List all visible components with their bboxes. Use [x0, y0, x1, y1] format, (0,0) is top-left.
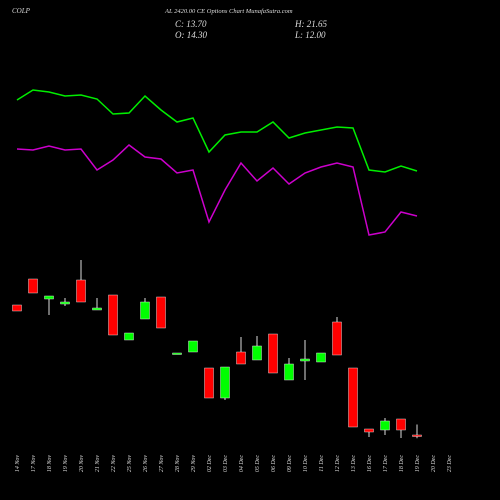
x-tick-label: 28 Nov — [175, 455, 181, 473]
candle-body — [300, 358, 310, 362]
x-tick-label: 06 Dec — [271, 455, 277, 472]
candle-body — [28, 278, 38, 294]
candle-body — [268, 333, 278, 374]
x-tick-label: 26 Nov — [143, 455, 149, 473]
x-tick-label: 11 Dec — [319, 455, 325, 472]
candle-body — [412, 434, 422, 437]
candle-body — [348, 367, 358, 428]
x-tick-label: 20 Dec — [431, 455, 437, 472]
x-tick-label: 10 Dec — [303, 455, 309, 472]
candle-body — [204, 367, 214, 399]
low-readout: L: 12.00 — [294, 30, 326, 40]
x-tick-label: 12 Dec — [335, 455, 341, 472]
indicator-line — [16, 144, 418, 236]
candle-body — [284, 363, 294, 381]
candle-body — [156, 296, 166, 329]
candle-body — [60, 301, 70, 305]
x-tick-label: 04 Dec — [238, 455, 245, 472]
x-tick-label: 02 Dec — [207, 455, 213, 472]
open-readout: O: 14.30 — [175, 30, 207, 40]
x-tick-label: 09 Dec — [287, 455, 293, 472]
x-tick-label: 14 Nov — [14, 455, 21, 473]
indicator-line — [16, 89, 418, 173]
x-tick-label: 21 Nov — [95, 455, 101, 473]
candle-body — [236, 351, 246, 365]
candle-body — [44, 295, 54, 300]
x-tick-label: 18 Nov — [47, 455, 53, 473]
x-tick-label: 05 Dec — [255, 455, 261, 472]
candle-body — [188, 340, 198, 353]
x-tick-label: 13 Dec — [351, 455, 357, 472]
candle-body — [316, 352, 326, 363]
x-tick-label: 17 Dec — [383, 455, 389, 472]
x-tick-label: 19 Nov — [63, 455, 69, 473]
candle-body — [364, 428, 374, 433]
candle-body — [332, 321, 342, 356]
close-readout: C: 13.70 — [175, 19, 207, 29]
x-tick-label: 27 Nov — [159, 455, 165, 473]
symbol: COLP — [12, 7, 31, 15]
x-tick-label: 03 Dec — [223, 455, 229, 472]
x-tick-label: 16 Dec — [367, 455, 373, 472]
high-readout: H: 21.65 — [294, 19, 327, 29]
candle-body — [172, 352, 182, 355]
candle-body — [252, 345, 262, 361]
candle-body — [12, 304, 22, 312]
candle-body — [396, 418, 406, 431]
x-tick-label: 19 Dec — [415, 455, 421, 472]
x-tick-label: 25 Nov — [127, 455, 133, 473]
candle-body — [380, 420, 390, 431]
candle-body — [220, 366, 230, 399]
x-tick-label: 22 Nov — [111, 455, 117, 473]
candle-body — [140, 301, 150, 320]
candle-body — [76, 279, 86, 303]
x-tick-label: 23 Dec — [447, 455, 453, 472]
x-tick-label: 17 Nov — [31, 455, 37, 473]
x-tick-label: 29 Nov — [191, 455, 197, 473]
candle-body — [92, 307, 102, 311]
chart-title: AL 2420.00 CE Options Chart MunafaSutra.… — [164, 8, 293, 15]
x-tick-label: 18 Dec — [399, 455, 405, 472]
candle-body — [124, 332, 134, 341]
candle-body — [108, 294, 118, 336]
x-tick-label: 20 Nov — [79, 455, 85, 473]
